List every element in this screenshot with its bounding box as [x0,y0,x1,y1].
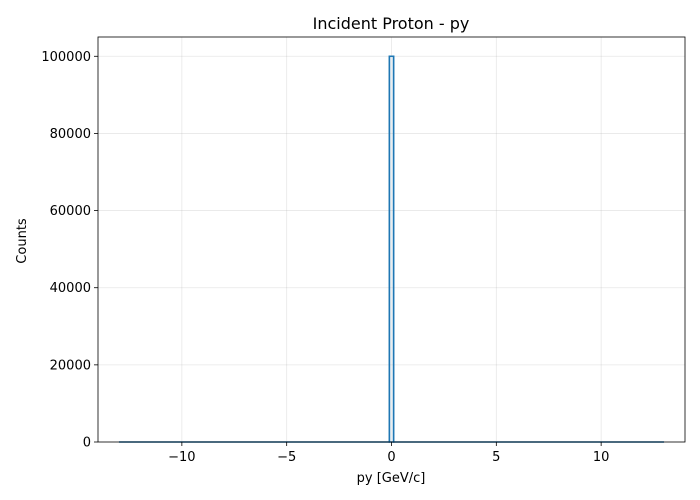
x-tick-label: −10 [168,450,195,465]
grid-lines [98,37,685,443]
x-tick-label: 10 [593,450,610,465]
x-tick-label: 5 [492,450,500,465]
y-tick-label: 20000 [50,358,91,373]
x-axis-label: py [GeV/c] [357,471,426,486]
y-tick-label: 0 [83,436,91,451]
axes [94,36,686,446]
y-tick-labels: 0 20000 40000 60000 80000 100000 [41,50,91,451]
x-tick-label: −5 [277,450,296,465]
y-tick-label: 40000 [50,281,91,296]
chart-title: Incident Proton - py [313,14,470,33]
y-tick-label: 100000 [41,50,91,65]
y-tick-label: 80000 [50,127,91,142]
y-axis-label: Counts [15,218,30,264]
x-tick-label: 0 [387,450,395,465]
y-tick-label: 60000 [50,204,91,219]
x-tick-labels: −10 −5 0 5 10 [168,450,609,465]
